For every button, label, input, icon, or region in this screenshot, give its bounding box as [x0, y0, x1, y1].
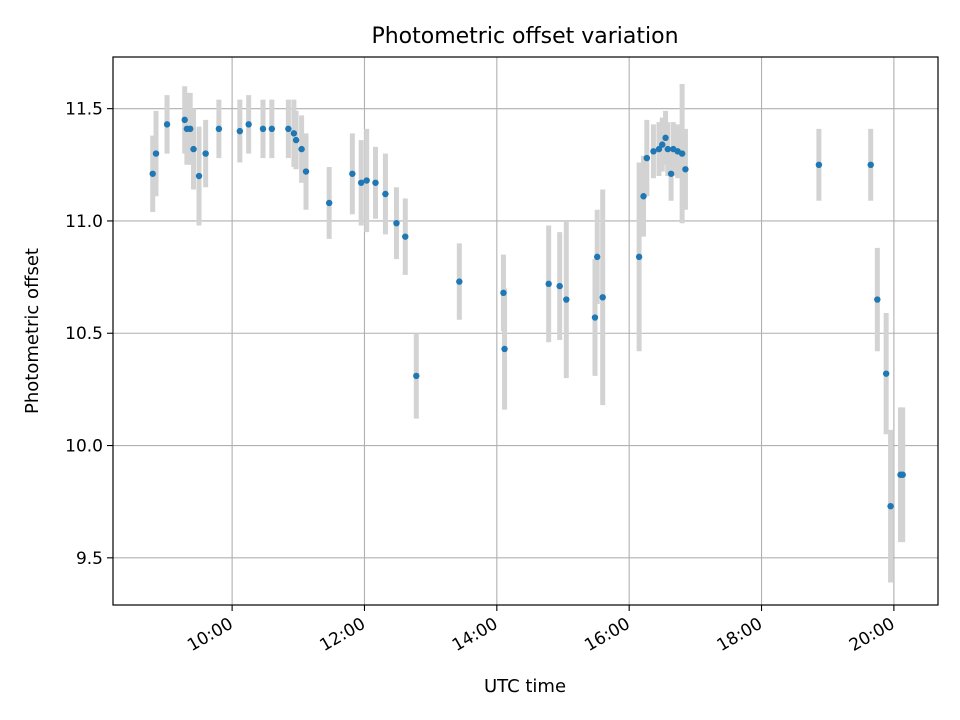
data-point	[679, 150, 685, 156]
data-point	[202, 150, 208, 156]
data-point	[349, 171, 355, 177]
data-point	[298, 146, 304, 152]
x-tick-label: 18:00	[714, 614, 766, 656]
data-point	[887, 503, 893, 509]
data-point	[245, 121, 251, 127]
data-point	[402, 233, 408, 239]
x-tick-label: 16:00	[581, 614, 633, 656]
data-point	[592, 314, 598, 320]
y-tick-label: 9.5	[76, 549, 103, 569]
data-point	[153, 150, 159, 156]
data-point	[659, 141, 665, 147]
data-point	[150, 171, 156, 177]
data-point	[501, 346, 507, 352]
data-point	[303, 168, 309, 174]
data-point	[636, 254, 642, 260]
data-point	[500, 290, 506, 296]
x-tick-label: 12:00	[317, 614, 369, 656]
data-point	[874, 296, 880, 302]
x-axis-label: UTC time	[484, 676, 566, 697]
data-point	[816, 162, 822, 168]
data-point	[190, 146, 196, 152]
data-point	[196, 173, 202, 179]
data-point	[868, 162, 874, 168]
data-point	[545, 281, 551, 287]
data-point	[640, 193, 646, 199]
data-point	[260, 126, 266, 132]
y-axis-ticks: 9.5 10.0 10.5 11.0 11.5	[65, 100, 113, 569]
data-point	[594, 254, 600, 260]
data-point	[187, 126, 193, 132]
y-tick-label: 11.0	[65, 212, 103, 232]
data-point	[393, 220, 399, 226]
x-tick-label: 10:00	[184, 614, 236, 656]
data-point	[164, 121, 170, 127]
data-point	[883, 370, 889, 376]
data-point	[358, 180, 364, 186]
y-tick-label: 10.5	[65, 324, 103, 344]
data-point	[413, 373, 419, 379]
data-point	[237, 128, 243, 134]
x-tick-label: 14:00	[449, 614, 501, 656]
y-axis-label: Photometric offset	[22, 248, 43, 414]
plot-area	[113, 57, 938, 605]
data-point	[650, 148, 656, 154]
y-tick-label: 10.0	[65, 437, 103, 457]
data-point	[563, 296, 569, 302]
x-axis-ticks: 10:00 12:00 14:00 16:00 18:00 20:00	[184, 605, 898, 656]
data-point	[181, 117, 187, 123]
chart: 10:00 12:00 14:00 16:00 18:00 20:00 9.5 10.0 10…	[0, 0, 960, 720]
data-point	[644, 155, 650, 161]
data-point	[291, 130, 297, 136]
data-point	[216, 126, 222, 132]
data-point	[456, 278, 462, 284]
data-point	[682, 166, 688, 172]
data-point	[363, 177, 369, 183]
data-point	[900, 472, 906, 478]
data-point	[662, 135, 668, 141]
data-point	[382, 191, 388, 197]
x-tick-label: 20:00	[846, 614, 898, 656]
data-point	[293, 137, 299, 143]
data-point	[269, 126, 275, 132]
y-tick-label: 11.5	[65, 100, 103, 120]
chart-title: Photometric offset variation	[371, 24, 678, 49]
data-point	[600, 294, 606, 300]
data-point	[372, 180, 378, 186]
data-point	[556, 283, 562, 289]
data-point	[285, 126, 291, 132]
data-point	[668, 171, 674, 177]
data-point	[665, 146, 671, 152]
data-point	[326, 200, 332, 206]
